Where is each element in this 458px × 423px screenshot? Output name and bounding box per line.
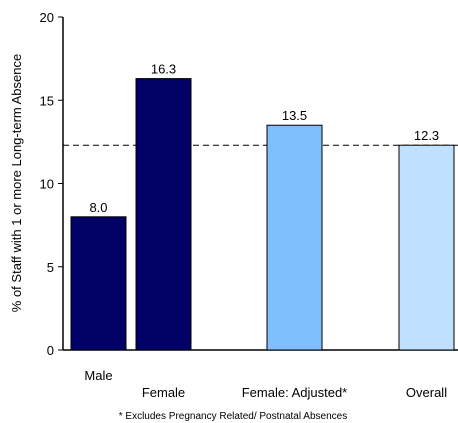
y-axis-label: % of Staff with 1 or more Long-term Abse… xyxy=(9,54,24,312)
y-tick-label: 5 xyxy=(47,260,54,275)
bar xyxy=(398,144,455,351)
bar xyxy=(266,124,323,351)
y-tick-label: 0 xyxy=(47,343,54,358)
y-tick-label: 20 xyxy=(40,10,54,25)
x-tick-label: Overall xyxy=(406,385,447,400)
x-tick-label: Female xyxy=(142,385,185,400)
data-label: 13.5 xyxy=(282,108,307,123)
x-tick-label: Male xyxy=(84,368,112,383)
bar xyxy=(135,78,192,351)
bar xyxy=(70,216,127,351)
data-label: 12.3 xyxy=(414,128,439,143)
y-tick-label: 10 xyxy=(40,177,54,192)
data-label: 16.3 xyxy=(151,62,176,77)
x-tick-label: Female: Adjusted* xyxy=(242,385,348,400)
y-tick-label: 15 xyxy=(40,93,54,108)
footnote: * Excludes Pregnancy Related/ Postnatal … xyxy=(119,411,347,422)
plot-area: 0 5 10 15 20 8.0 Male 16.3 Female 13.5 Female: Adj… xyxy=(40,10,458,400)
data-label: 8.0 xyxy=(89,200,107,215)
